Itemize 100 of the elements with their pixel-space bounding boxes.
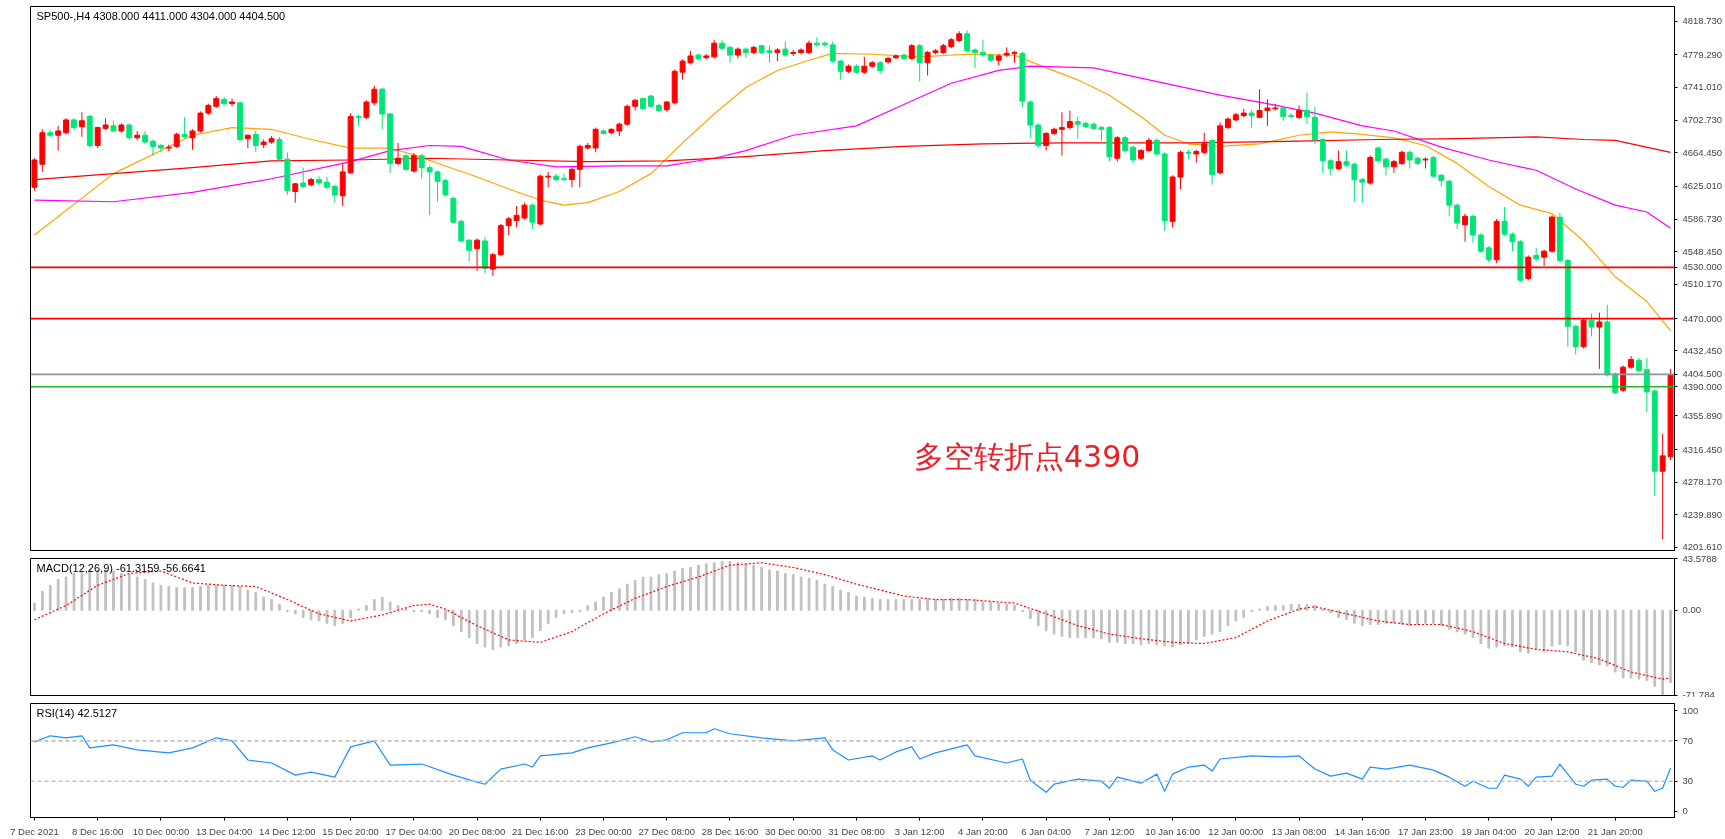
- candlestick: [197, 110, 204, 134]
- candlestick: [624, 104, 631, 127]
- candlestick: [1035, 122, 1042, 149]
- y-tick-label: 4702.730: [1682, 114, 1723, 126]
- annotation: 多空转折点4390: [913, 439, 1141, 475]
- x-tick-label: 7 Dec 2021: [10, 825, 59, 837]
- candlestick: [711, 39, 718, 60]
- x-tick-label: 7 Jan 12:00: [1084, 825, 1135, 837]
- y-tick-label: 4201.610: [1682, 541, 1723, 553]
- y-tick-label: 4625.010: [1682, 180, 1723, 192]
- y-tick-label: 0.00: [1682, 604, 1701, 616]
- chart-title: SP500-,H4 4308.000 4411.000 4304.000 4404.500: [36, 9, 286, 22]
- candlestick: [450, 196, 457, 225]
- candlestick: [418, 153, 425, 180]
- candlestick: [1390, 159, 1397, 174]
- y-tick-label: 4664.450: [1682, 146, 1723, 158]
- line-series: [33, 562, 1672, 680]
- candlestick: [395, 142, 401, 166]
- x-tick-label: 23 Dec 00:00: [575, 825, 632, 837]
- candlestick: [1572, 324, 1579, 355]
- candlestick: [1477, 232, 1484, 254]
- x-tick-label: 28 Dec 16:00: [701, 825, 759, 837]
- candlestick: [1470, 214, 1476, 244]
- y-tick-label: 4586.730: [1682, 213, 1723, 225]
- candlestick: [727, 45, 733, 64]
- candlestick: [150, 139, 156, 157]
- line-series: [33, 65, 1672, 229]
- x-tick-label: 13 Jan 08:00: [1271, 825, 1327, 837]
- x-tick-label: 10 Jan 16:00: [1145, 825, 1201, 837]
- candlestick: [466, 238, 473, 262]
- candlestick: [1335, 150, 1342, 171]
- candlestick: [1462, 213, 1468, 243]
- candlestick: [1304, 92, 1310, 125]
- candlestick: [1588, 312, 1595, 337]
- candlestick: [426, 164, 433, 216]
- y-tick-label: -71.784: [1682, 688, 1715, 700]
- x-tick-label: 31 Dec 08:00: [828, 825, 885, 837]
- y-tick-label: 4278.170: [1682, 476, 1723, 488]
- candlestick: [813, 36, 820, 48]
- y-tick-label: 4355.890: [1682, 409, 1723, 421]
- x-tick-label: 20 Jan 12:00: [1524, 825, 1580, 837]
- y-tick-label: 4548.450: [1682, 245, 1723, 257]
- ref-line-label: 4530.000: [1682, 261, 1723, 273]
- y-tick-label: 4432.450: [1682, 344, 1723, 356]
- x-tick-label: 6 Jan 04:00: [1021, 825, 1071, 837]
- ref-line-label: 4470.000: [1682, 312, 1723, 324]
- y-tick-label: 30: [1682, 775, 1694, 787]
- ref-line-label: 4390.000: [1682, 380, 1723, 392]
- y-tick-label: 4818.730: [1682, 15, 1723, 27]
- candlestick: [458, 219, 465, 244]
- chart-title: RSI(14) 42.5127: [36, 706, 118, 719]
- y-tick-label: 43.5788: [1682, 552, 1717, 564]
- x-tick-label: 21 Jan 20:00: [1587, 825, 1643, 837]
- y-tick-label: 4741.010: [1682, 81, 1723, 93]
- y-tick-label: 70: [1682, 734, 1694, 746]
- candlestick: [229, 98, 235, 107]
- y-tick-label: 4239.890: [1682, 508, 1723, 520]
- x-tick-label: 27 Dec 08:00: [638, 825, 696, 837]
- candlestick: [1359, 177, 1366, 204]
- ref-line-label: 4404.500: [1682, 368, 1723, 380]
- candlestick: [592, 127, 599, 153]
- x-tick-label: 19 Jan 04:00: [1461, 825, 1517, 837]
- x-tick-label: 8 Dec 16:00: [72, 825, 124, 837]
- candlestick: [1066, 110, 1073, 130]
- x-tick-label: 12 Jan 00:00: [1208, 825, 1264, 837]
- candlestick: [300, 167, 307, 189]
- candlestick: [1383, 156, 1389, 176]
- candlestick: [276, 136, 283, 162]
- candlestick: [979, 39, 986, 58]
- candlestick: [964, 29, 971, 54]
- candlestick: [916, 43, 923, 83]
- candlestick: [972, 47, 978, 69]
- x-tick-label: 13 Dec 04:00: [195, 825, 253, 837]
- candlestick: [529, 202, 536, 230]
- x-tick-label: 14 Jan 16:00: [1334, 825, 1390, 837]
- candlestick: [189, 128, 196, 151]
- x-tick-label: 21 Dec 16:00: [512, 825, 569, 837]
- candlestick: [1446, 179, 1453, 217]
- candlestick: [1501, 206, 1508, 237]
- candlestick: [410, 152, 417, 174]
- candlestick: [181, 116, 188, 140]
- candlestick: [339, 162, 346, 207]
- x-tick-label: 20 Dec 08:00: [448, 825, 506, 837]
- candlestick: [1454, 202, 1461, 230]
- candlestick: [1074, 115, 1081, 140]
- x-tick-label: 4 Jan 20:00: [958, 825, 1008, 837]
- y-tick-label: 4316.450: [1682, 443, 1723, 455]
- x-tick-label: 10 Dec 00:00: [132, 825, 190, 837]
- candlestick: [1509, 231, 1516, 252]
- x-tick-label: 14 Dec 12:00: [259, 825, 316, 837]
- candlestick: [292, 182, 299, 204]
- x-tick-label: 17 Dec 04:00: [385, 825, 443, 837]
- y-tick-label: 4510.170: [1682, 278, 1723, 290]
- x-tick-label: 15 Dec 20:00: [322, 825, 379, 837]
- candlestick: [1643, 357, 1650, 413]
- x-tick-label: 30 Dec 00:00: [764, 825, 822, 837]
- candlestick: [1311, 106, 1318, 145]
- candlestick: [1319, 137, 1326, 174]
- candlestick: [55, 125, 62, 152]
- y-tick-label: 100: [1682, 704, 1699, 716]
